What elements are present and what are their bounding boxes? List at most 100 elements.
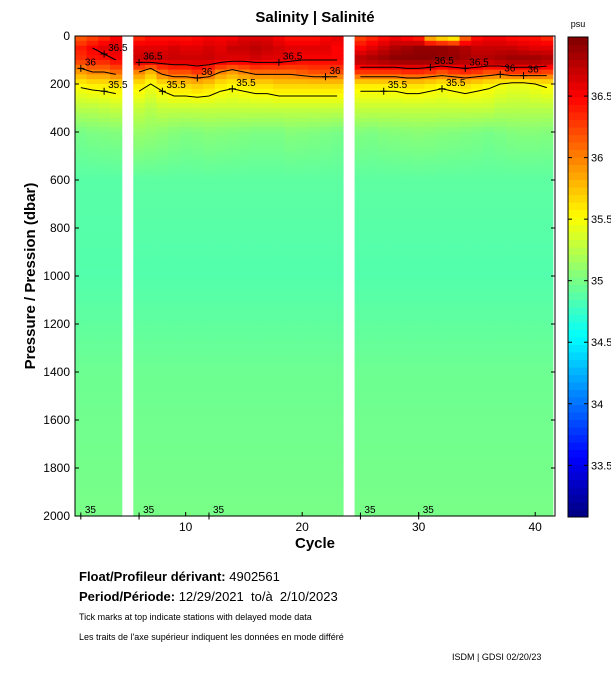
- heatmap-cell: [517, 324, 530, 330]
- heatmap-cell: [506, 482, 519, 488]
- colorbar-segment: [568, 104, 588, 113]
- heatmap-cell: [354, 314, 367, 320]
- heatmap-cell: [110, 266, 123, 272]
- heatmap-cell: [471, 184, 484, 191]
- heatmap-cell: [436, 314, 449, 320]
- heatmap-cell: [226, 338, 239, 344]
- heatmap-cell: [471, 367, 484, 373]
- heatmap-cell: [191, 117, 204, 123]
- heatmap-cell: [75, 492, 88, 498]
- heatmap-cell: [75, 429, 88, 435]
- heatmap-cell: [203, 256, 216, 263]
- y-tick-label: 1400: [43, 365, 70, 379]
- heatmap-cell: [506, 276, 519, 282]
- heatmap-cell: [249, 84, 263, 90]
- heatmap-cell: [98, 160, 111, 167]
- heatmap-cell: [144, 328, 158, 335]
- heatmap-cell: [191, 84, 204, 90]
- heatmap-cell: [249, 453, 263, 459]
- heatmap-cell: [144, 348, 158, 354]
- heatmap-cell: [366, 228, 379, 234]
- heatmap-cell: [412, 396, 426, 402]
- heatmap-cell: [482, 165, 496, 171]
- heatmap-cell: [319, 204, 332, 210]
- heatmap-cell: [389, 458, 402, 464]
- heatmap-cell: [459, 122, 472, 128]
- heatmap-cell: [238, 463, 251, 469]
- heatmap-cell: [98, 266, 111, 272]
- heatmap-cell: [168, 314, 181, 320]
- heatmap-cell: [226, 444, 239, 450]
- heatmap-cell: [517, 36, 530, 42]
- heatmap-cell: [308, 141, 321, 147]
- heatmap-cell: [238, 482, 251, 488]
- heatmap-cell: [447, 372, 461, 378]
- heatmap-cell: [529, 88, 542, 95]
- heatmap-cell: [144, 439, 158, 445]
- heatmap-cell: [412, 103, 426, 109]
- heatmap-cell: [144, 127, 158, 133]
- heatmap-cell: [179, 112, 193, 119]
- heatmap-cell: [412, 36, 426, 42]
- heatmap-cell: [424, 98, 437, 104]
- heatmap-cell: [447, 391, 461, 397]
- heatmap-cell: [366, 223, 379, 229]
- heatmap-cell: [459, 362, 472, 368]
- heatmap-cell: [471, 141, 484, 147]
- heatmap-cell: [447, 295, 461, 301]
- heatmap-cell: [494, 132, 507, 138]
- heatmap-cell: [366, 36, 379, 42]
- heatmap-cell: [506, 266, 519, 272]
- heatmap-cell: [273, 208, 286, 215]
- heatmap-cell: [144, 434, 158, 440]
- heatmap-cell: [366, 410, 379, 416]
- heatmap-cell: [377, 372, 391, 378]
- heatmap-cell: [517, 127, 530, 133]
- heatmap-cell: [284, 420, 297, 426]
- heatmap-cell: [98, 391, 111, 397]
- heatmap-cell: [436, 117, 449, 123]
- heatmap-cell: [482, 472, 496, 479]
- heatmap-cell: [471, 79, 484, 85]
- heatmap-cell: [308, 112, 321, 119]
- heatmap-cell: [133, 132, 146, 138]
- heatmap-cell: [273, 511, 286, 517]
- heatmap-cell: [319, 453, 332, 459]
- heatmap-cell: [401, 463, 414, 469]
- heatmap-cell: [377, 141, 391, 147]
- heatmap-cell: [308, 98, 321, 104]
- heatmap-cell: [331, 348, 344, 354]
- heatmap-cell: [308, 511, 321, 517]
- heatmap-cell: [226, 218, 239, 224]
- heatmap-cell: [296, 208, 309, 215]
- heatmap-cell: [366, 295, 379, 301]
- heatmap-cell: [517, 252, 530, 258]
- heatmap-cell: [144, 223, 158, 229]
- heatmap-cell: [482, 367, 496, 373]
- heatmap-cell: [284, 189, 297, 195]
- heatmap-cell: [471, 280, 484, 287]
- heatmap-cell: [168, 448, 181, 455]
- heatmap-cell: [482, 242, 496, 248]
- heatmap-cell: [179, 84, 193, 90]
- heatmap-cell: [156, 386, 169, 392]
- heatmap-cell: [401, 232, 414, 239]
- heatmap-cell: [459, 108, 472, 114]
- heatmap-cell: [377, 348, 391, 354]
- heatmap-cell: [179, 36, 193, 42]
- heatmap-cell: [506, 141, 519, 147]
- heatmap-cell: [319, 405, 332, 411]
- heatmap-cell: [377, 309, 391, 315]
- heatmap-cell: [308, 276, 321, 282]
- heatmap-cell: [377, 511, 391, 517]
- colorbar-segment: [568, 419, 588, 428]
- heatmap-cell: [156, 165, 169, 171]
- heatmap-cell: [284, 141, 297, 147]
- heatmap-cell: [156, 295, 169, 301]
- heatmap-cell: [389, 175, 402, 181]
- heatmap-cell: [308, 266, 321, 272]
- heatmap-cell: [284, 424, 297, 431]
- heatmap-cell: [156, 439, 169, 445]
- heatmap-cell: [156, 506, 169, 512]
- heatmap-cell: [191, 98, 204, 104]
